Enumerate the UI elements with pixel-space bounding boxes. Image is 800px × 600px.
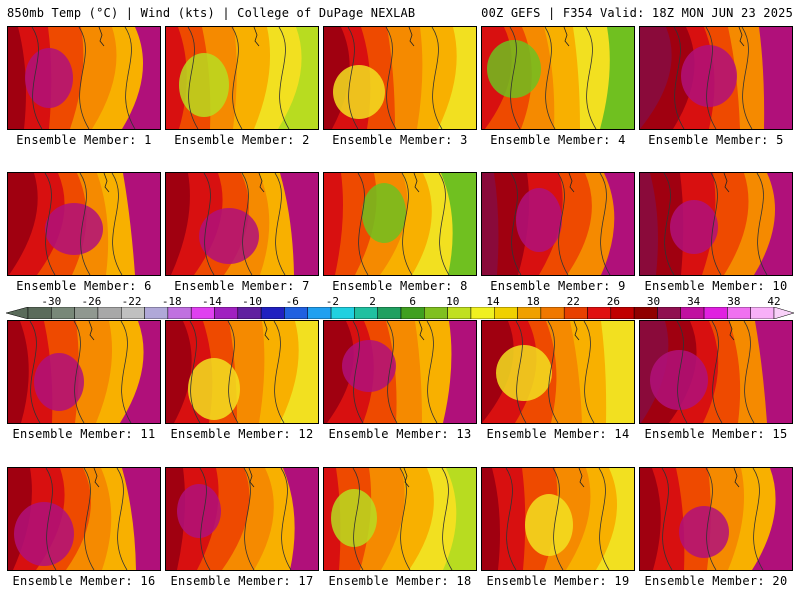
ensemble-member-label: Ensemble Member: 20 — [644, 574, 788, 588]
colorbar-swatch — [121, 307, 145, 319]
colorbar-swatch — [377, 307, 402, 319]
colorbar-swatch — [727, 307, 751, 319]
colorbar-swatch — [633, 307, 658, 319]
ensemble-member-map — [323, 467, 477, 571]
run-valid-time: 00Z GEFS | F354 Valid: 18Z MON JUN 23 20… — [481, 6, 793, 20]
colorbar-tick-label: 38 — [727, 295, 741, 308]
ensemble-member-label: Ensemble Member: 10 — [644, 279, 788, 293]
ensemble-member-label: Ensemble Member: 6 — [16, 279, 152, 293]
colorbar-tick-label: -30 — [41, 295, 62, 308]
ensemble-member-map — [165, 26, 319, 130]
ensemble-member-label: Ensemble Member: 14 — [486, 427, 630, 441]
colorbar-swatches — [5, 307, 795, 319]
colorbar-swatch — [470, 307, 495, 319]
ensemble-member-map — [481, 26, 635, 130]
ensemble-member-map — [7, 467, 161, 571]
colorbar-swatch — [680, 307, 705, 319]
colorbar-swatch — [27, 307, 52, 319]
ensemble-member-map — [7, 26, 161, 130]
temperature-colorbar: -30 -26 -22 -18 -14 -10 -6 -2 2 6 10 14 18 22 26 30 34 38… — [4, 295, 796, 319]
colorbar-swatch — [703, 307, 728, 319]
ensemble-member-label: Ensemble Member: 3 — [332, 133, 468, 147]
colorbar-swatch — [190, 307, 215, 319]
colorbar-swatch — [330, 307, 355, 319]
colorbar-tick-label: 22 — [566, 295, 580, 308]
ensemble-member-label: Ensemble Member: 17 — [170, 574, 314, 588]
ensemble-member-map — [165, 467, 319, 571]
ensemble-member-label: Ensemble Member: 5 — [648, 133, 784, 147]
colorbar-swatch — [260, 307, 285, 319]
colorbar-swatch — [97, 307, 122, 319]
colorbar-tick-label: 34 — [687, 295, 701, 308]
colorbar-tick-label: -14 — [201, 295, 222, 308]
colorbar-tick-label: 10 — [446, 295, 460, 308]
colorbar-swatch — [307, 307, 332, 319]
colorbar-swatch — [144, 307, 169, 319]
ensemble-member-map — [639, 467, 793, 571]
ensemble-member-map — [323, 26, 477, 130]
colorbar-swatch — [51, 307, 75, 319]
colorbar-tick-label: 18 — [526, 295, 540, 308]
ensemble-member-map — [481, 467, 635, 571]
ensemble-member-label: Ensemble Member: 4 — [490, 133, 626, 147]
ensemble-member-map — [165, 172, 319, 276]
colorbar-swatch — [587, 307, 612, 319]
colorbar-tick-label: -26 — [81, 295, 102, 308]
colorbar-swatch — [167, 307, 192, 319]
ensemble-member-label: Ensemble Member: 8 — [332, 279, 468, 293]
ensemble-member-label: Ensemble Member: 9 — [490, 279, 626, 293]
colorbar-tick-label: 14 — [486, 295, 500, 308]
colorbar-tick-label: 6 — [409, 295, 416, 308]
colorbar-tick-label: 26 — [606, 295, 621, 308]
colorbar-swatch — [563, 307, 588, 319]
colorbar-tick-label: -2 — [325, 295, 339, 308]
ensemble-member-label: Ensemble Member: 13 — [328, 427, 472, 441]
ensemble-member-map — [639, 26, 793, 130]
ensemble-member-map — [7, 172, 161, 276]
ensemble-member-label: Ensemble Member: 15 — [644, 427, 788, 441]
ensemble-member-label: Ensemble Member: 12 — [170, 427, 314, 441]
colorbar-tick-label: 42 — [767, 295, 781, 308]
ensemble-member-map — [639, 172, 793, 276]
colorbar-tick-label: 2 — [369, 295, 376, 308]
ensemble-member-label: Ensemble Member: 16 — [12, 574, 156, 588]
colorbar-swatch — [517, 307, 542, 319]
ensemble-member-label: Ensemble Member: 19 — [486, 574, 630, 588]
colorbar-swatch — [214, 307, 239, 319]
ensemble-member-map — [481, 320, 635, 424]
ensemble-member-map — [639, 320, 793, 424]
colorbar-swatch — [354, 307, 378, 319]
ensemble-member-map — [165, 320, 319, 424]
ensemble-member-map — [7, 320, 161, 424]
ensemble-member-map — [323, 172, 477, 276]
colorbar-swatch — [494, 307, 518, 319]
colorbar-swatch — [750, 307, 775, 319]
colorbar-swatch — [447, 307, 472, 319]
ensemble-member-map — [323, 320, 477, 424]
chart-title: 850mb Temp (°C) | Wind (kts) | College o… — [7, 6, 416, 20]
ensemble-member-label: Ensemble Member: 1 — [16, 133, 152, 147]
colorbar-tick-label: -18 — [161, 295, 182, 308]
ensemble-member-label: Ensemble Member: 18 — [328, 574, 472, 588]
colorbar-swatch — [74, 307, 99, 319]
colorbar-tick-label: -22 — [121, 295, 142, 308]
ensemble-member-label: Ensemble Member: 2 — [174, 133, 310, 147]
colorbar-tick-labels: -30 -26 -22 -18 -14 -10 -6 -2 2 6 10 14 18 22 26 30 34 38… — [4, 295, 796, 308]
colorbar-swatch — [284, 307, 308, 319]
colorbar-swatch — [237, 307, 262, 319]
ensemble-member-map — [481, 172, 635, 276]
colorbar-swatch — [424, 307, 448, 319]
colorbar-tick-label: -10 — [242, 295, 262, 308]
ensemble-member-label: Ensemble Member: 7 — [174, 279, 310, 293]
colorbar-swatch — [610, 307, 635, 319]
ensemble-member-label: Ensemble Member: 11 — [12, 427, 156, 441]
colorbar-tick-label: -6 — [285, 295, 299, 308]
colorbar-swatch — [400, 307, 425, 319]
colorbar-swatch — [657, 307, 681, 319]
colorbar-tick-label: 30 — [646, 295, 661, 308]
colorbar-swatch — [540, 307, 565, 319]
